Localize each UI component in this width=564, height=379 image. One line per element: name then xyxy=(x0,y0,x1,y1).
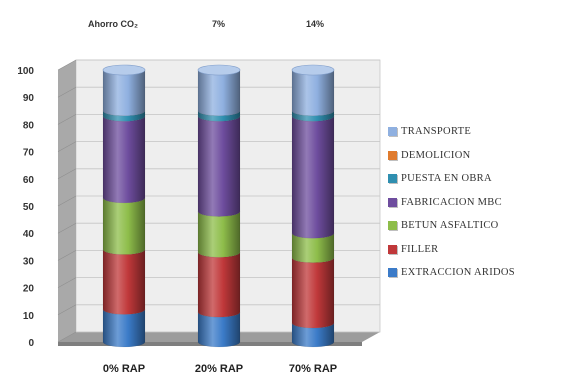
bar-segment-transporte xyxy=(102,69,146,116)
bar-segment-extraccion-aridos xyxy=(197,312,241,348)
gridline-side xyxy=(57,59,77,71)
bar-segment-filler xyxy=(291,257,335,329)
legend-item: BETUN ASFALTICO xyxy=(388,214,564,238)
legend-item: FABRICACION MBC xyxy=(388,191,564,215)
gridline-side xyxy=(57,114,77,125)
y-tick-label: 70 xyxy=(23,148,35,159)
legend-item: TRANSPORTE xyxy=(388,120,564,144)
gridline-side xyxy=(57,277,77,288)
y-tick-label: 80 xyxy=(23,120,35,131)
legend-item: EXTRACCION ARIDOS xyxy=(388,261,564,285)
x-tick-label: 70% RAP xyxy=(289,363,337,375)
bar-stack-3 xyxy=(291,64,335,348)
y-tick-label: 0 xyxy=(28,338,34,349)
gridline-side xyxy=(57,222,77,234)
y-tick-label: 100 xyxy=(17,66,34,77)
legend-swatch xyxy=(388,268,397,278)
bar-top-cap xyxy=(291,64,335,76)
bar-segment-betun-asfaltico xyxy=(197,211,241,258)
bar-top-cap xyxy=(197,64,241,76)
gridline-side xyxy=(57,141,77,152)
y-tick-label: 30 xyxy=(23,256,35,267)
y-tick-label: 60 xyxy=(23,175,35,186)
co2-savings-value: 7% xyxy=(212,19,226,29)
y-tick-label: 10 xyxy=(23,311,35,322)
bar-top-cap xyxy=(102,64,146,76)
bar-segment-fabricacion-mbc xyxy=(197,116,241,217)
legend-label: DEMOLICION xyxy=(401,149,471,161)
legend-label: BETUN ASFALTICO xyxy=(401,220,499,232)
bar-segment-fabricacion-mbc xyxy=(102,116,146,204)
legend-label: FILLER xyxy=(401,243,439,255)
bar-segment-filler xyxy=(197,252,241,318)
gridline-side xyxy=(57,86,77,98)
legend-swatch xyxy=(388,244,397,254)
legend-swatch xyxy=(388,150,397,160)
bar-segment-extraccion-aridos xyxy=(102,309,146,348)
gridline-side xyxy=(57,168,77,180)
legend-item: FILLER xyxy=(388,238,564,262)
gridline-side xyxy=(57,331,77,343)
legend-label: TRANSPORTE xyxy=(401,126,472,138)
bar-segment-filler xyxy=(102,249,146,315)
y-tick-label: 40 xyxy=(23,229,35,240)
x-tick-label: 0% RAP xyxy=(103,363,145,375)
bar-segment-transporte xyxy=(291,69,335,116)
bar-stack-2 xyxy=(197,64,241,348)
co2-savings-label: Ahorro CO₂ xyxy=(88,19,138,29)
legend-swatch xyxy=(388,197,397,207)
x-tick-label: 20% RAP xyxy=(195,363,243,375)
co2-savings-value: 14% xyxy=(306,19,325,29)
gridline-side xyxy=(57,195,77,207)
legend-swatch xyxy=(388,221,397,231)
y-tick-label: 90 xyxy=(23,93,35,104)
bar-segment-fabricacion-mbc xyxy=(291,116,335,239)
legend-item: DEMOLICION xyxy=(388,144,564,168)
legend-item: PUESTA EN OBRA xyxy=(388,167,564,191)
bar-stack-1 xyxy=(102,64,146,348)
bar-segment-transporte xyxy=(197,69,241,116)
y-tick-label: 50 xyxy=(23,202,35,213)
legend-label: EXTRACCION ARIDOS xyxy=(401,267,515,279)
legend: TRANSPORTE DEMOLICION PUESTA EN OBRA FABRIC… xyxy=(388,120,564,285)
gridline-side xyxy=(57,304,77,316)
bar-segment-betun-asfaltico xyxy=(102,197,146,255)
legend-swatch xyxy=(388,127,397,137)
gridline-side xyxy=(57,250,77,261)
legend-label: PUESTA EN OBRA xyxy=(401,173,492,185)
y-tick-label: 20 xyxy=(23,284,35,295)
legend-label: FABRICACION MBC xyxy=(401,196,502,208)
legend-swatch xyxy=(388,174,397,184)
